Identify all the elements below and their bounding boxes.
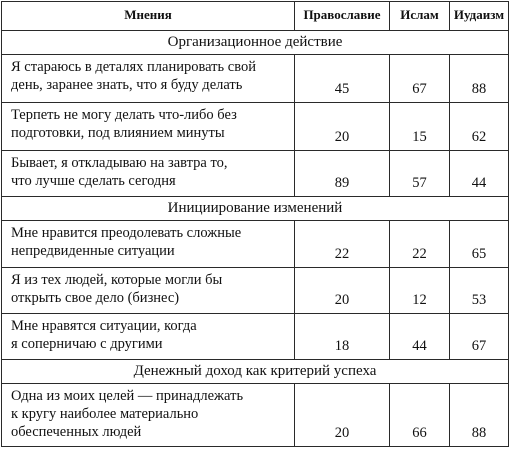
header-islam: Ислам: [389, 2, 449, 30]
islam-value: 66: [412, 425, 427, 441]
judaism-value: 44: [471, 175, 487, 191]
orthodoxy-value: 20: [334, 129, 350, 145]
opinion-text: Терпеть не могу делать что-либо без подг…: [11, 107, 237, 141]
table-row: Терпеть не могу делать что-либо без подг…: [2, 103, 508, 151]
header-orthodoxy: Православие: [294, 2, 389, 30]
orthodoxy-value: 45: [334, 81, 350, 97]
orthodoxy-value: 20: [334, 425, 350, 441]
islam-value: 15: [412, 129, 427, 145]
table-row: Мне нравится преодолевать сложные непред…: [2, 221, 508, 268]
section-title: Организационное действие: [2, 31, 508, 55]
islam-value: 12: [412, 292, 427, 308]
judaism-value: 88: [471, 81, 487, 97]
islam-value: 22: [412, 246, 427, 262]
table-row: Мне нравятся ситуации, когда я сопернича…: [2, 314, 508, 360]
opinion-text: Я из тех людей, которые могли бы открыть…: [11, 272, 223, 306]
orthodoxy-value: 18: [334, 338, 350, 354]
orthodoxy-value: 20: [334, 292, 350, 308]
judaism-value: 88: [471, 425, 487, 441]
islam-value: 57: [412, 175, 427, 191]
header-judaism: Иудаизм: [449, 2, 508, 30]
opinion-text: Бывает, я откладываю на завтра то, что л…: [11, 155, 228, 189]
table-row: Одна из моих целей — принадлежать к круг…: [2, 384, 508, 446]
islam-value: 67: [412, 81, 427, 97]
opinion-text: Я стараюсь в деталях планировать свой де…: [11, 59, 256, 93]
opinion-text: Одна из моих целей — принадлежать к круг…: [11, 388, 244, 440]
opinion-text: Мне нравится преодолевать сложные непред…: [11, 225, 242, 259]
table-row: Я из тех людей, которые могли бы открыть…: [2, 268, 508, 314]
islam-value: 44: [412, 338, 427, 354]
header-opinions: Мнения: [124, 7, 172, 22]
judaism-value: 67: [471, 338, 487, 354]
orthodoxy-value: 89: [334, 175, 350, 191]
section-title: Денежный доход как критерий успеха: [2, 360, 508, 384]
judaism-value: 62: [471, 129, 487, 145]
orthodoxy-value: 22: [334, 246, 350, 262]
table-header-row: Мнения Православие Ислам Иудаизм: [2, 2, 508, 31]
opinion-text: Мне нравятся ситуации, когда я сопернича…: [11, 318, 197, 352]
section-title: Инициирование изменений: [2, 197, 508, 221]
judaism-value: 65: [471, 246, 487, 262]
judaism-value: 53: [471, 292, 487, 308]
table-row: Бывает, я откладываю на завтра то, что л…: [2, 151, 508, 197]
table-row: Я стараюсь в деталях планировать свой де…: [2, 55, 508, 103]
